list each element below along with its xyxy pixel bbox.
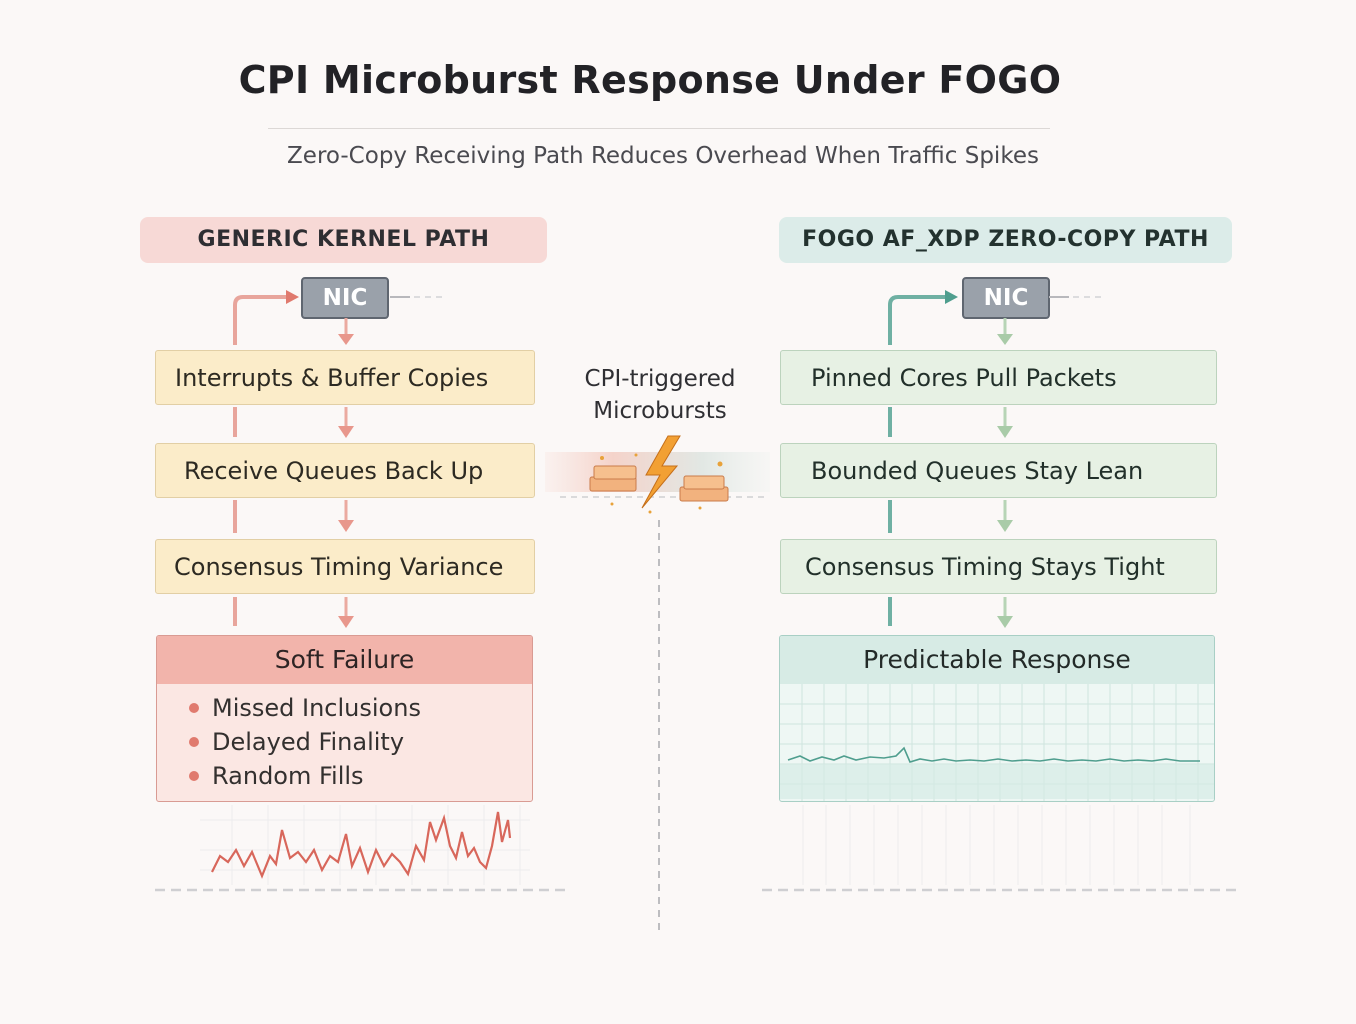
left-nic-box: NIC bbox=[301, 277, 389, 319]
failure-item: Random Fills bbox=[157, 759, 532, 793]
volatile-latency-graph bbox=[155, 805, 565, 892]
right-column-header: FOGO AF_XDP ZERO-COPY PATH bbox=[779, 217, 1232, 263]
spark-dots-icon bbox=[600, 453, 723, 514]
microburst-label-line2: Microbursts bbox=[593, 398, 727, 424]
failure-item: Delayed Finality bbox=[157, 725, 532, 759]
bullet-icon bbox=[189, 771, 199, 781]
title-divider bbox=[268, 128, 1050, 129]
left-step-queues: Receive Queues Back Up bbox=[155, 443, 535, 498]
right-nic-box: NIC bbox=[962, 277, 1050, 319]
soft-failure-title: Soft Failure bbox=[157, 636, 532, 684]
page-title: CPI Microburst Response Under FOGO bbox=[238, 58, 1062, 102]
right-step-timing: Consensus Timing Stays Tight bbox=[780, 539, 1217, 594]
predictable-response-panel: Predictable Response bbox=[779, 635, 1215, 802]
failure-item: Missed Inclusions bbox=[157, 691, 532, 725]
predictable-response-title: Predictable Response bbox=[780, 636, 1214, 684]
bullet-icon bbox=[189, 737, 199, 747]
soft-failure-panel: Soft Failure Missed Inclusions Delayed F… bbox=[156, 635, 533, 802]
bullet-icon bbox=[189, 703, 199, 713]
right-feedback-arrowhead bbox=[945, 290, 958, 304]
left-down-arrows bbox=[338, 318, 354, 628]
lightning-bolt-icon bbox=[641, 435, 681, 509]
stable-grid-extension bbox=[802, 805, 1191, 885]
left-column-header: GENERIC KERNEL PATH bbox=[140, 217, 547, 263]
page-subtitle: Zero-Copy Receiving Path Reduces Overhea… bbox=[287, 143, 1039, 169]
left-step-timing: Consensus Timing Variance bbox=[155, 539, 535, 594]
failure-item-label: Missed Inclusions bbox=[212, 694, 421, 722]
microburst-label: CPI-triggered Microbursts bbox=[560, 363, 760, 427]
right-step-bounded-queues: Bounded Queues Stay Lean bbox=[780, 443, 1217, 498]
stable-latency-graph bbox=[780, 684, 1214, 801]
packet-stack-icon bbox=[589, 465, 729, 502]
left-feedback-arrowhead bbox=[286, 290, 299, 304]
left-feedback-arrow bbox=[233, 295, 286, 626]
right-step-pinned-cores: Pinned Cores Pull Packets bbox=[780, 350, 1217, 405]
right-feedback-arrow bbox=[888, 295, 945, 626]
failure-item-label: Delayed Finality bbox=[212, 728, 405, 756]
right-down-arrows bbox=[997, 318, 1013, 628]
microburst-label-line1: CPI-triggered bbox=[584, 366, 736, 392]
failure-item-label: Random Fills bbox=[212, 762, 364, 790]
left-step-interrupts: Interrupts & Buffer Copies bbox=[155, 350, 535, 405]
